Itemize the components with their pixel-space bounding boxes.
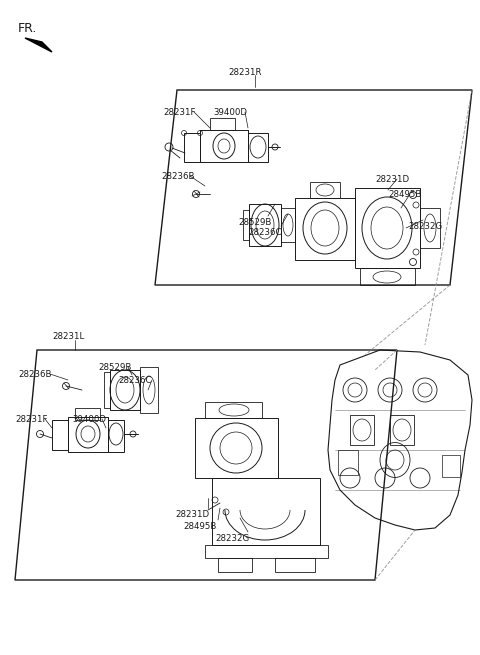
Text: 28236C: 28236C xyxy=(248,228,281,237)
Text: 39400D: 39400D xyxy=(213,108,247,117)
Text: 28232G: 28232G xyxy=(215,534,249,543)
Text: 28529B: 28529B xyxy=(98,363,132,372)
Text: 28495B: 28495B xyxy=(183,522,216,531)
Polygon shape xyxy=(25,38,52,52)
Text: 28236C: 28236C xyxy=(118,376,152,385)
Text: 39400D: 39400D xyxy=(72,415,106,424)
Text: 28231D: 28231D xyxy=(175,510,209,519)
Bar xyxy=(390,415,414,445)
Bar xyxy=(350,415,374,445)
Text: 28231L: 28231L xyxy=(52,332,84,341)
Text: 28231D: 28231D xyxy=(375,175,409,184)
Text: 28236B: 28236B xyxy=(18,370,51,379)
Text: 28231R: 28231R xyxy=(228,68,262,77)
Bar xyxy=(338,450,358,475)
Text: 28231F: 28231F xyxy=(163,108,195,117)
Bar xyxy=(442,455,460,477)
Text: FR.: FR. xyxy=(18,22,37,35)
Text: 28495B: 28495B xyxy=(388,190,421,199)
Text: 28232G: 28232G xyxy=(408,222,442,231)
Text: 28529B: 28529B xyxy=(238,218,271,227)
Text: 28236B: 28236B xyxy=(161,172,194,181)
Text: 28231F: 28231F xyxy=(15,415,48,424)
